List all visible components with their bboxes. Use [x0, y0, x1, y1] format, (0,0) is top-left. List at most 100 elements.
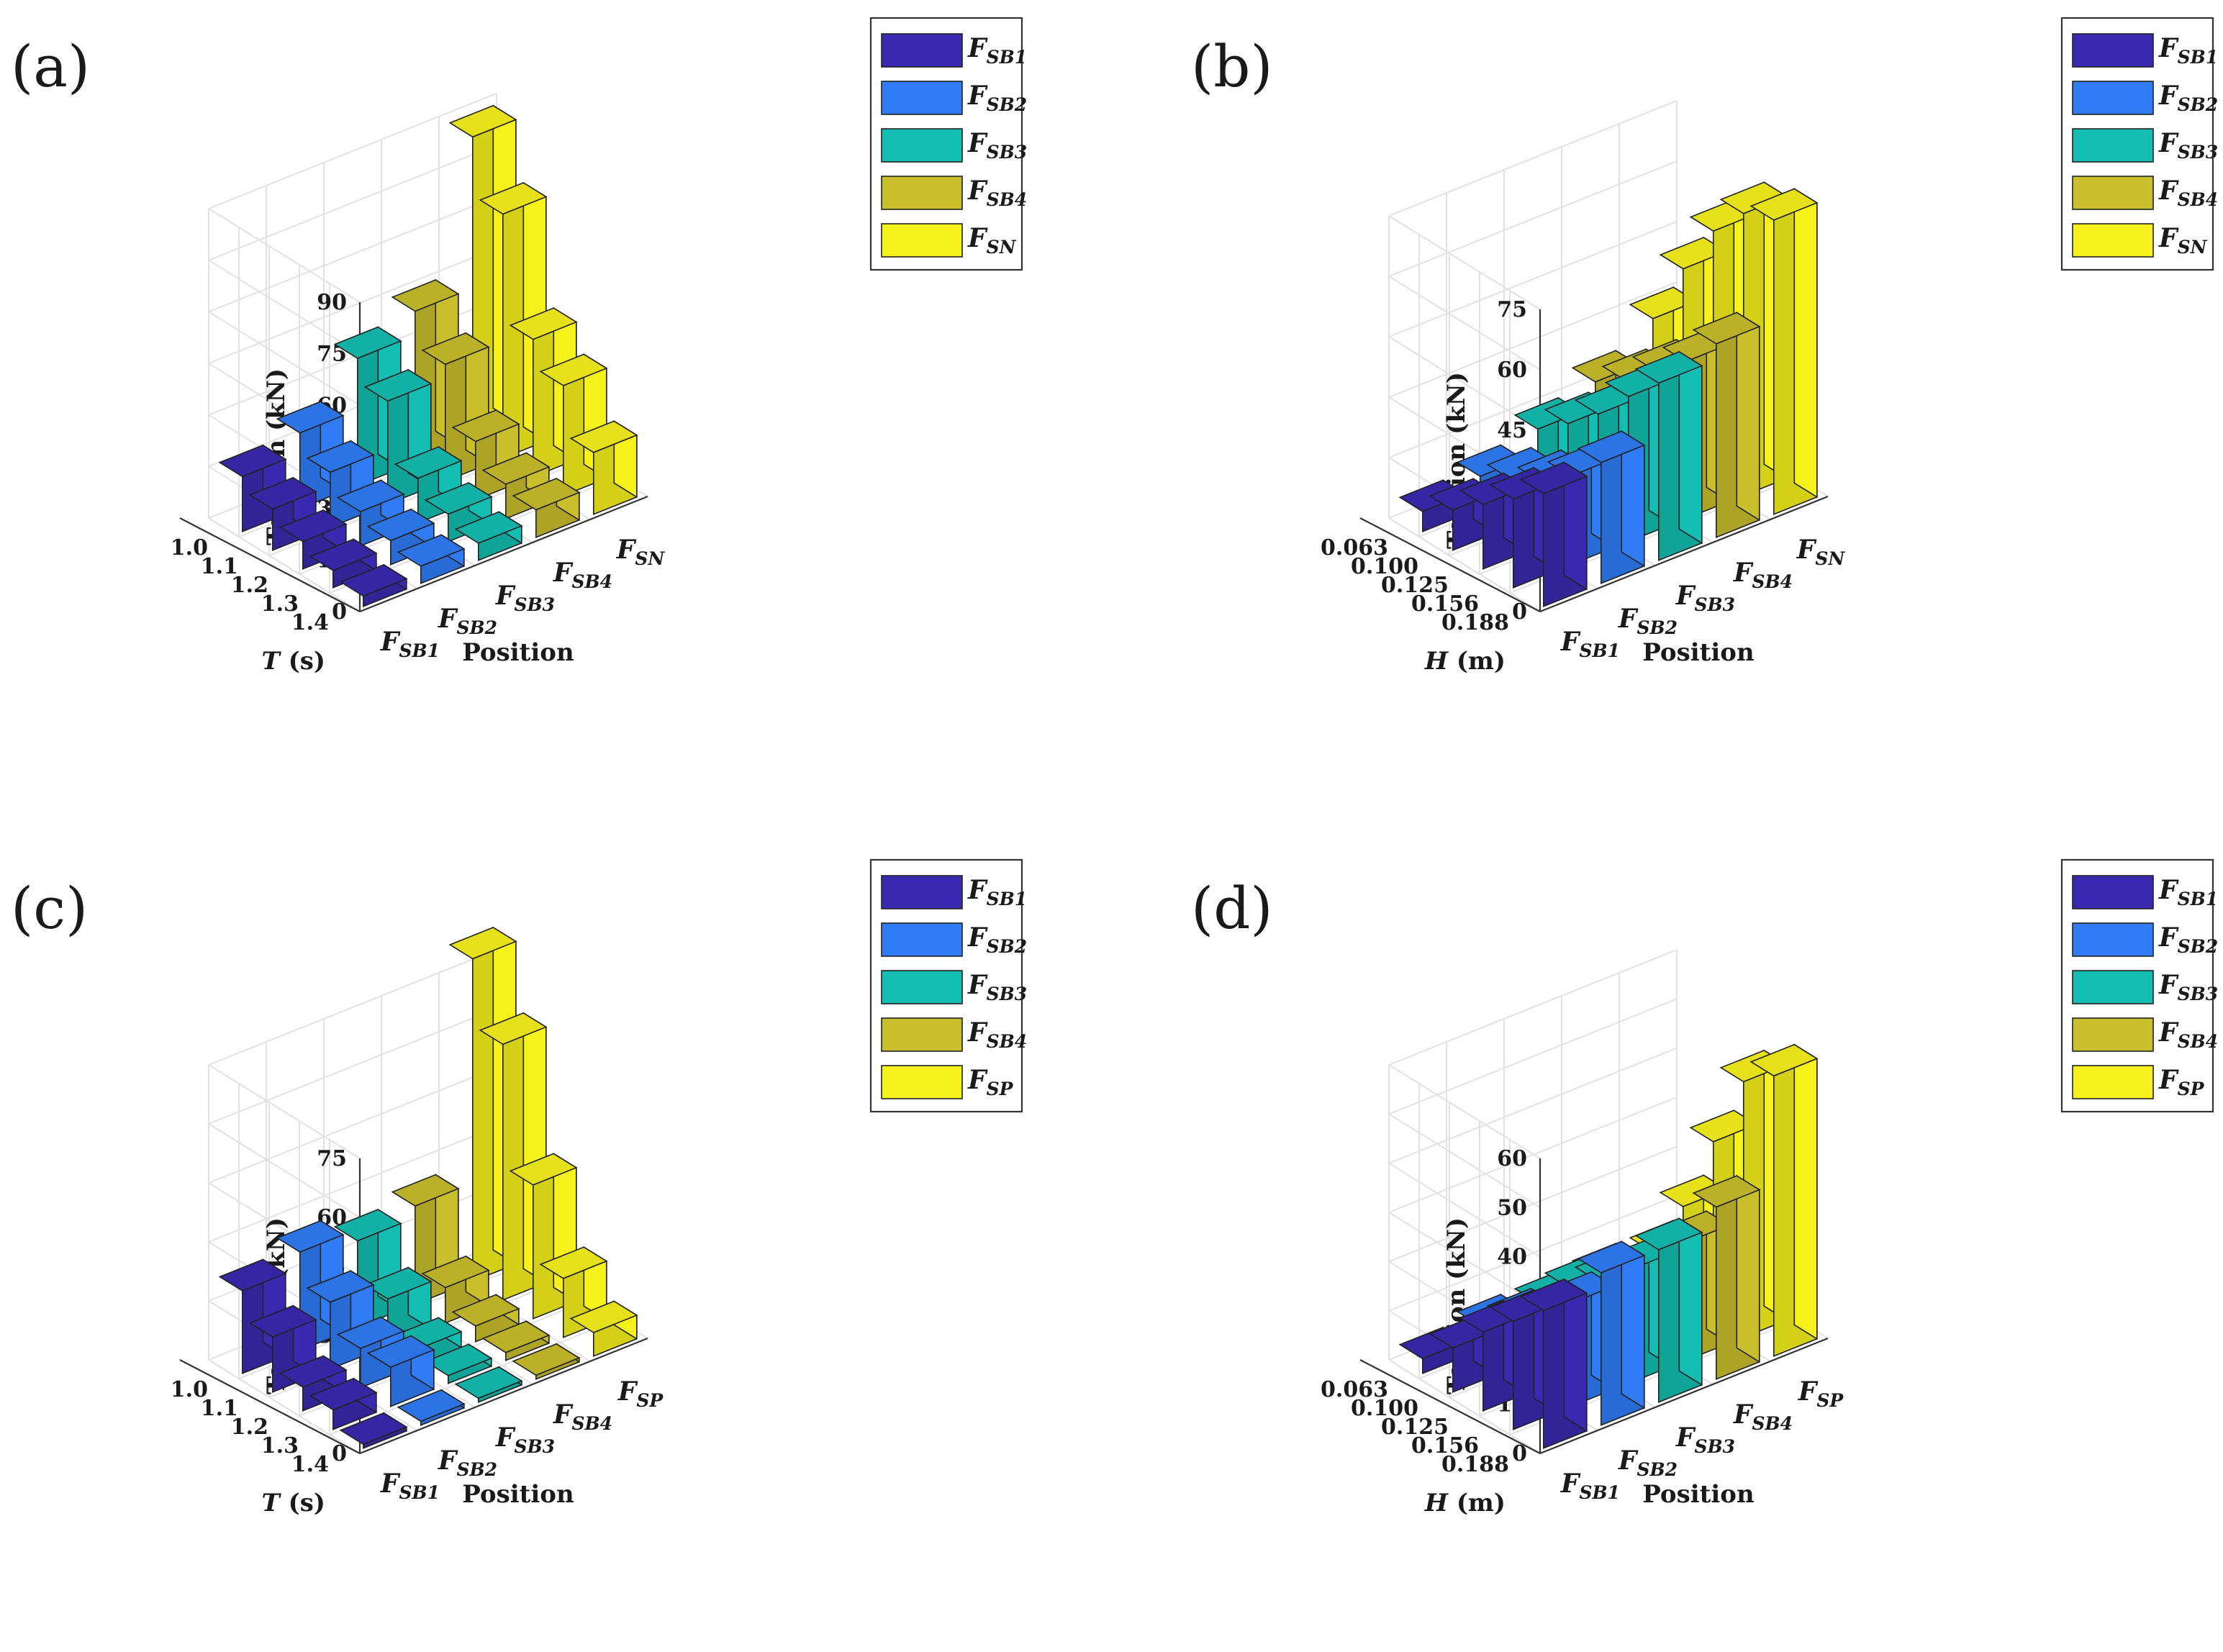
legend-entry-sub: SN — [987, 237, 1017, 258]
position-tick-label-main: F — [553, 558, 574, 588]
row-tick-label: 1.3 — [261, 591, 299, 617]
bar-face-side — [1793, 1043, 1818, 1340]
bar-face-top — [448, 104, 517, 138]
position-tick-label-sub: SP — [636, 1390, 664, 1411]
legend-entry-main: F — [967, 970, 988, 1000]
legend-entry: FSP — [967, 1065, 1014, 1099]
legend-entry-sub: SB1 — [987, 47, 1028, 68]
panel-c: 01530456075Tension (kN)1.01.11.21.31.4T … — [11, 858, 1028, 1517]
bar-F_SB2-4 — [397, 1389, 466, 1426]
row-tick-label: 1.2 — [231, 1415, 268, 1440]
wall-grid-line — [208, 93, 497, 209]
bar-face-top — [1577, 430, 1646, 463]
wall-grid-line — [1388, 1113, 1541, 1209]
bar-F_SB2-4 — [397, 533, 466, 584]
z-tick-label: 0 — [332, 1441, 347, 1466]
bar-face-top — [1634, 1217, 1703, 1251]
position-tick-label-sub: SB4 — [1752, 1413, 1793, 1434]
legend-swatch — [2072, 81, 2154, 115]
position-tick-label: FSB2 — [1618, 604, 1678, 638]
legend-entry: FSB3 — [2158, 128, 2218, 163]
bar-face-top — [1577, 1240, 1646, 1274]
position-tick-label: FSB1 — [1560, 1469, 1620, 1503]
position-tick-label-main: F — [1560, 627, 1581, 657]
legend-swatch — [881, 223, 963, 258]
bar-face-top — [421, 1256, 490, 1289]
bar-face-side — [1736, 311, 1760, 522]
legend-swatch — [881, 128, 963, 163]
row-axis — [179, 1359, 361, 1454]
position-tick-label-sub: SN — [635, 548, 665, 569]
bar-face-top — [424, 482, 493, 515]
legend-swatch — [881, 81, 963, 115]
panel-label: (c) — [11, 875, 88, 942]
wall-grid-line — [1388, 276, 1541, 371]
row-tick-label: 0.156 — [1411, 1433, 1479, 1458]
bar-face-side — [1678, 350, 1703, 545]
bars — [218, 104, 638, 607]
bar-F_SB1-3 — [309, 1377, 378, 1430]
bar-F_SB1-3 — [309, 537, 378, 589]
position-tick-label: FSB2 — [438, 1446, 497, 1480]
position-tick-label-sub: SB1 — [1579, 1482, 1620, 1503]
row-tick-label: 0.100 — [1351, 1396, 1418, 1421]
legend-entry-main: F — [967, 223, 988, 253]
z-tick-label: 0 — [332, 599, 347, 625]
legend-entry: FSN — [967, 223, 1017, 258]
legend-entry: FSB4 — [967, 176, 1027, 210]
position-tick-label-main: F — [616, 535, 637, 565]
wall-grid-line — [1388, 949, 1678, 1066]
row-tick-label: 1.4 — [291, 610, 329, 635]
legend-entry-sub: SB4 — [987, 1031, 1028, 1052]
position-tick-label-main: F — [380, 627, 401, 657]
position-tick-label-sub: SN — [1815, 548, 1845, 569]
legend-entry: FSB1 — [2158, 875, 2218, 909]
bar-face-top — [569, 420, 638, 453]
row-tick-label: 1.1 — [201, 554, 238, 579]
bar-face-top — [333, 326, 402, 359]
legend-entry-main: F — [967, 128, 988, 158]
wall-grid-line — [1388, 517, 1541, 612]
bar-face-top — [339, 564, 408, 597]
legend-entry-main: F — [2158, 33, 2179, 63]
position-tick-label: FSB1 — [380, 1469, 440, 1503]
legend-entry-sub: SB1 — [987, 889, 1028, 909]
bar-face-top — [309, 1378, 378, 1411]
legend-entry: FSN — [2158, 223, 2208, 258]
row-tick-label: 0.100 — [1351, 554, 1418, 579]
wall-grid-line — [208, 196, 497, 313]
legend-swatch — [881, 1065, 963, 1099]
row-tick-label: 0.063 — [1321, 535, 1388, 560]
bar-F_SP-4 — [1749, 1043, 1819, 1357]
bar-face-side — [1563, 1278, 1588, 1433]
legend-swatch — [881, 176, 963, 210]
position-tick-label-main: F — [380, 1469, 401, 1499]
row-axis-unit: (s) — [280, 647, 325, 676]
position-tick-label: FSB2 — [438, 604, 497, 638]
position-tick-label-main: F — [1675, 581, 1696, 611]
bar-face-top — [421, 332, 490, 366]
position-axis — [1539, 1337, 1829, 1455]
row-axis-unit: (m) — [1448, 647, 1506, 676]
bar-face-top — [366, 508, 435, 542]
legend-entry: FSB4 — [2158, 1017, 2218, 1052]
position-tick-label-sub: SB4 — [571, 1413, 612, 1434]
legend-swatch — [2072, 176, 2154, 210]
legend-entry-sub: SB1 — [2178, 889, 2219, 909]
legend-swatch — [2072, 128, 2154, 163]
legend-swatch — [2072, 223, 2154, 258]
bar-face-top — [1749, 1043, 1819, 1077]
position-tick-label: FSB4 — [553, 558, 612, 592]
z-tick-label: 40 — [1497, 1245, 1527, 1270]
z-tick-label: 75 — [1497, 297, 1527, 322]
position-tick-label-sub: SB4 — [1752, 571, 1793, 592]
bar-face-side — [1678, 1217, 1703, 1386]
position-tick-label-main: F — [1733, 558, 1754, 588]
legend-entry: FSB2 — [2158, 922, 2218, 957]
bar-face-top — [391, 1174, 460, 1207]
legend-entry-main: F — [2158, 922, 2179, 953]
row-axis — [179, 517, 361, 612]
bar-face-top — [248, 477, 317, 510]
legend-swatch — [2072, 922, 2154, 957]
